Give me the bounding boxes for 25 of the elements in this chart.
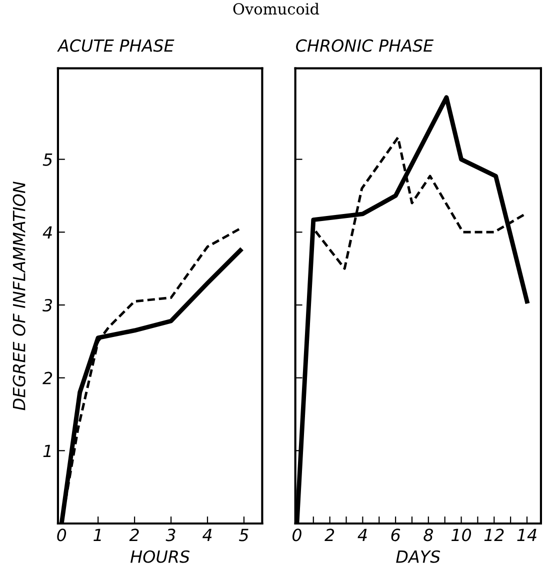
x-axis-title: DAYS (396, 550, 440, 563)
x-axis-title: HOURS (130, 550, 190, 563)
x-tick-label: 2 (129, 528, 139, 542)
x-tick-label: 1 (94, 528, 101, 542)
y-tick-label: 4 (42, 226, 52, 238)
y-axis-title: DEGREE OF INFLAMMATION (12, 182, 26, 410)
x-tick-label: 0 (292, 528, 302, 542)
chart-title: ACUTE PHASE (57, 39, 174, 52)
y-tick-label: 5 (42, 154, 52, 166)
x-tick-label: 14 (517, 528, 536, 542)
text: Ovomucoid (233, 2, 320, 15)
x-tick-label: 10 (451, 528, 472, 542)
x-tick-label: 0 (57, 528, 66, 542)
x-tick-label: 4 (358, 528, 367, 542)
x-tick-label: 8 (424, 528, 433, 542)
chart-title: CHRONIC PHASE (296, 39, 434, 52)
y-tick-label: 2 (42, 372, 52, 384)
x-tick-label: 4 (202, 528, 212, 542)
x-tick-label: 12 (484, 528, 504, 542)
x-tick-label: 3 (166, 528, 176, 542)
x-tick-label: 2 (324, 528, 334, 542)
y-tick-label: 1 (43, 444, 51, 457)
y-tick-label: 3 (42, 298, 52, 312)
x-tick-label: 5 (238, 528, 248, 542)
x-tick-label: 6 (391, 528, 400, 542)
